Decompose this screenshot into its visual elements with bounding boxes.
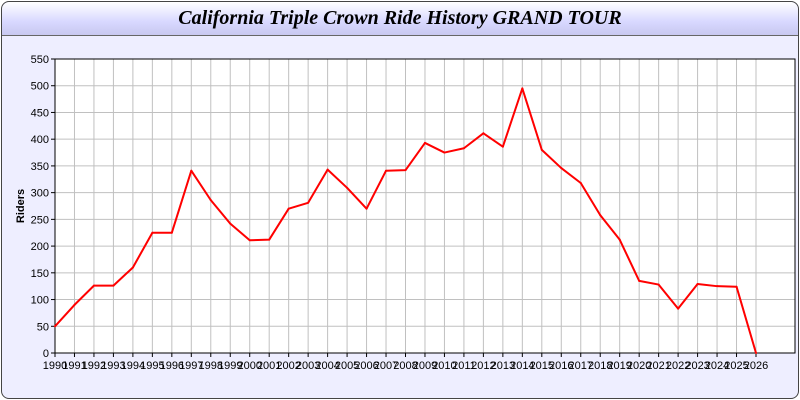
x-tick-label: 2014 [510,360,534,372]
data-point [131,266,134,269]
data-point [716,285,719,288]
data-point [209,199,212,202]
x-tick-label: 2001 [257,360,281,372]
x-tick-label: 2016 [549,360,573,372]
x-tick-label: 1996 [160,360,184,372]
data-point [735,285,738,288]
y-tick-label: 300 [31,188,49,200]
data-point [54,325,56,328]
data-point [579,182,582,185]
x-tick-label: 2006 [354,360,378,372]
y-tick-label: 500 [31,81,49,93]
data-point [618,238,621,241]
data-point [443,151,446,154]
x-tick-label: 2024 [705,360,729,372]
x-tick-label: 1997 [179,360,203,372]
data-point [501,145,504,148]
x-tick-label: 1992 [82,360,106,372]
x-tick-label: 2003 [296,360,320,372]
x-tick-label: 1998 [199,360,223,372]
x-tick-label: 2000 [237,360,261,372]
x-tick-label: 2008 [393,360,417,372]
data-point [307,201,310,204]
x-tick-label: 2009 [413,360,437,372]
x-tick-label: 2017 [569,360,593,372]
x-tick-label: 1991 [62,360,86,372]
data-point [696,283,699,286]
x-tick-label: 2026 [744,360,768,372]
x-tick-label: 2004 [315,360,339,372]
x-tick-label: 1990 [43,360,67,372]
y-tick-label: 0 [43,348,49,360]
y-axis-label: Riders [15,189,27,223]
data-point [248,239,251,242]
data-point [638,279,641,282]
data-point [423,141,426,144]
x-tick-label: 2020 [627,360,651,372]
x-tick-label: 2011 [452,360,476,372]
y-tick-label: 200 [31,241,49,253]
data-point [365,207,368,210]
title-bar: California Triple Crown Ride History GRA… [2,2,798,36]
x-tick-label: 2018 [588,360,612,372]
data-point [170,231,173,234]
y-tick-label: 550 [31,54,49,66]
y-tick-label: 100 [31,295,49,307]
x-tick-label: 2010 [432,360,456,372]
y-tick-label: 400 [31,134,49,146]
x-tick-label: 2002 [276,360,300,372]
data-point [482,132,485,135]
x-tick-label: 1995 [140,360,164,372]
data-point [755,352,757,354]
data-point [190,169,193,172]
data-point [404,169,407,172]
x-tick-label: 1993 [101,360,125,372]
data-point [677,307,680,310]
x-tick-label: 1994 [121,360,145,372]
data-point [92,284,95,287]
data-point [287,207,290,210]
x-tick-label: 1999 [218,360,242,372]
data-point [560,167,563,170]
data-point [385,169,388,172]
data-point [599,214,602,217]
data-point [268,238,271,241]
x-tick-label: 2007 [374,360,398,372]
data-point [326,168,329,171]
x-tick-label: 2012 [471,360,495,372]
data-point [73,303,76,306]
x-tick-label: 2015 [530,360,554,372]
data-point [462,147,465,150]
plot-border [54,58,796,354]
data-point [151,231,154,234]
x-tick-label: 2025 [724,360,748,372]
x-tick-label: 2005 [335,360,359,372]
x-tick-label: 2022 [666,360,690,372]
chart-title: California Triple Crown Ride History GRA… [178,7,622,29]
y-tick-label: 250 [31,214,49,226]
data-point [540,148,543,151]
data-point [657,283,660,286]
data-point [346,186,349,189]
y-tick-label: 150 [31,268,49,280]
x-tick-label: 2023 [685,360,709,372]
data-point [229,222,232,225]
x-tick-label: 2013 [491,360,515,372]
data-point [521,87,524,90]
x-tick-label: 2019 [607,360,631,372]
y-tick-label: 450 [31,107,49,119]
x-tick-label: 2021 [646,360,670,372]
y-tick-label: 350 [31,161,49,173]
y-tick-label: 50 [37,321,49,333]
data-point [112,284,115,287]
